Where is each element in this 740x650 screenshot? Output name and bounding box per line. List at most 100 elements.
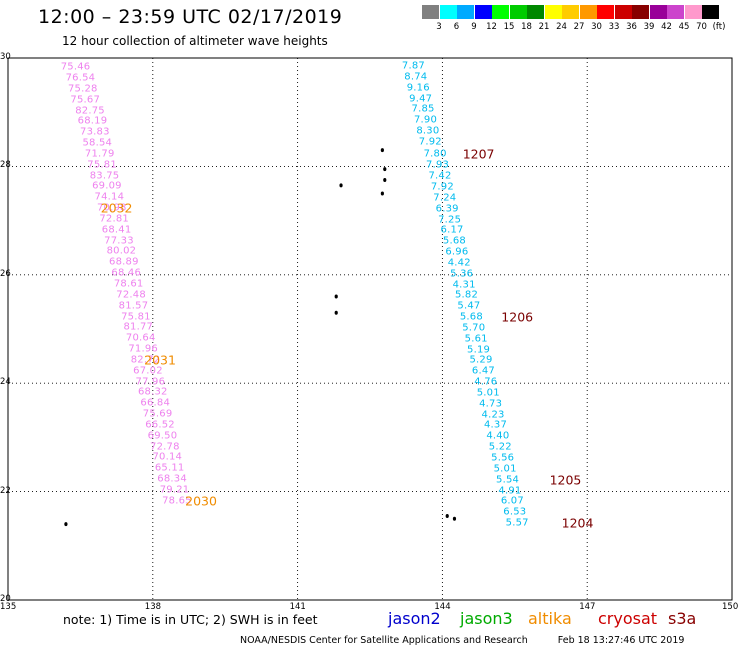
plot-frame bbox=[7, 57, 733, 601]
wave-height-label: 75.69 bbox=[142, 408, 173, 420]
island-mark bbox=[64, 522, 68, 527]
legend-label: 6 bbox=[453, 22, 460, 32]
legend-swatch bbox=[457, 5, 474, 19]
legend-label: 45 bbox=[678, 22, 690, 32]
legend-swatch bbox=[492, 5, 509, 19]
wave-height-label: 71.96 bbox=[128, 343, 158, 355]
y-tick-label: 24 bbox=[0, 377, 11, 388]
time-label: 2030 bbox=[185, 493, 217, 509]
wave-height-label: 5.54 bbox=[496, 474, 520, 486]
island-mark bbox=[339, 183, 343, 188]
legend-swatch bbox=[562, 5, 579, 19]
legend-label: 30 bbox=[591, 22, 602, 32]
legend-swatch bbox=[509, 5, 527, 19]
wave-height-label: 70.98 bbox=[96, 202, 127, 214]
wave-height-label: 4.31 bbox=[452, 279, 476, 291]
satellite-name: jason2 bbox=[388, 609, 441, 628]
wave-height-label: 5.01 bbox=[476, 387, 500, 399]
wave-height-label: 69.09 bbox=[92, 180, 122, 192]
island-mark bbox=[383, 167, 387, 172]
wave-height-label: 68.19 bbox=[77, 115, 108, 127]
wave-height-label: 4.91 bbox=[498, 485, 522, 497]
wave-height-label: 7.87 bbox=[401, 60, 425, 72]
time-label: 1206 bbox=[501, 309, 534, 325]
legend-label: 15 bbox=[503, 22, 515, 32]
wave-height-label: 5.82 bbox=[454, 289, 479, 301]
wave-height-label: 5.57 bbox=[505, 517, 529, 529]
satellite-name: cryosat bbox=[598, 609, 658, 628]
x-tick-label: 141 bbox=[289, 602, 306, 612]
legend-swatch bbox=[614, 5, 632, 19]
wave-height-label: 7.80 bbox=[423, 148, 447, 160]
x-tick-label: 138 bbox=[144, 602, 162, 612]
wave-height-label: 7.25 bbox=[438, 214, 462, 226]
credit-text: NOAA/NESDIS Center for Satellite Applica… bbox=[240, 635, 684, 646]
legend-label: 18 bbox=[521, 22, 532, 32]
wave-height-label: 4.73 bbox=[479, 398, 503, 410]
wave-height-label: 78.61 bbox=[113, 278, 144, 290]
legend-label: 39 bbox=[643, 22, 655, 32]
legend-label: 33 bbox=[608, 22, 620, 32]
wave-height-label: 5.68 bbox=[442, 235, 466, 247]
wave-height-label: 7.92 bbox=[418, 136, 442, 148]
legend-swatch bbox=[439, 5, 457, 19]
wave-height-label: 4.23 bbox=[481, 409, 505, 421]
wave-height-label: 4.76 bbox=[474, 376, 498, 388]
y-tick-label: 26 bbox=[0, 268, 11, 279]
wave-height-label: 5.01 bbox=[493, 463, 517, 475]
wave-height-label: 7.92 bbox=[430, 181, 454, 193]
wave-height-label: 8.74 bbox=[404, 71, 428, 83]
wave-height-label: 82.72 bbox=[130, 354, 161, 366]
wave-height-label: 77.96 bbox=[135, 376, 166, 388]
wave-height-label: 4.37 bbox=[483, 419, 508, 431]
legend-swatch bbox=[684, 5, 702, 19]
wave-height-label: 81.57 bbox=[118, 300, 149, 312]
legend-label: 21 bbox=[538, 22, 550, 32]
time-label: 1204 bbox=[561, 515, 594, 531]
x-tick-label: 150 bbox=[722, 602, 739, 612]
wave-height-label: 65.11 bbox=[154, 462, 185, 474]
island-mark bbox=[334, 294, 338, 299]
wave-height-label: 68.34 bbox=[157, 473, 187, 485]
wave-height-label: 69.50 bbox=[147, 430, 178, 442]
wave-height-label: 68.32 bbox=[137, 386, 168, 398]
wave-height-label: 6.96 bbox=[445, 246, 469, 258]
island-mark bbox=[380, 148, 384, 153]
legend-label: (ft) bbox=[712, 22, 726, 32]
legend-swatch bbox=[632, 5, 649, 19]
x-tick-label: 135 bbox=[0, 602, 17, 612]
wave-height-label: 75.28 bbox=[67, 83, 98, 95]
wave-height-label: 6.39 bbox=[435, 203, 459, 215]
wave-height-label: 70.64 bbox=[125, 332, 156, 344]
y-tick-label: 30 bbox=[0, 52, 11, 62]
wave-height-label: 5.29 bbox=[469, 354, 493, 366]
time-label: 1207 bbox=[462, 146, 495, 162]
wave-height-label: 5.61 bbox=[464, 333, 488, 345]
x-tick-label: 144 bbox=[434, 602, 451, 612]
wave-height-label: 75.46 bbox=[60, 61, 91, 73]
island-mark bbox=[383, 177, 387, 182]
wave-height-label: 73.83 bbox=[80, 126, 110, 138]
wave-height-label: 72.48 bbox=[116, 289, 146, 301]
wave-height-label: 77.33 bbox=[104, 235, 134, 247]
satellite-name: jason3 bbox=[460, 609, 513, 628]
wave-height-label: 5.36 bbox=[450, 268, 474, 280]
legend-swatch bbox=[474, 5, 492, 19]
wave-height-label: 4.42 bbox=[447, 257, 471, 269]
wave-height-label: 6.17 bbox=[440, 224, 464, 236]
island-mark bbox=[445, 513, 449, 518]
wave-height-label: 78.65 bbox=[162, 495, 192, 507]
wave-height-label: 5.70 bbox=[462, 322, 486, 334]
wave-height-label: 72.78 bbox=[150, 441, 180, 453]
legend-label: 9 bbox=[471, 22, 477, 32]
wave-height-label: 83.75 bbox=[89, 170, 120, 182]
wave-height-label: 68.89 bbox=[109, 256, 139, 268]
island-mark bbox=[334, 310, 338, 315]
legend-swatch bbox=[527, 5, 544, 19]
wave-height-label: 9.16 bbox=[406, 82, 430, 94]
wave-height-label: 9.47 bbox=[409, 93, 433, 105]
wave-height-label: 7.90 bbox=[413, 114, 438, 126]
y-tick-label: 28 bbox=[0, 160, 11, 171]
legend-swatch bbox=[422, 5, 439, 19]
